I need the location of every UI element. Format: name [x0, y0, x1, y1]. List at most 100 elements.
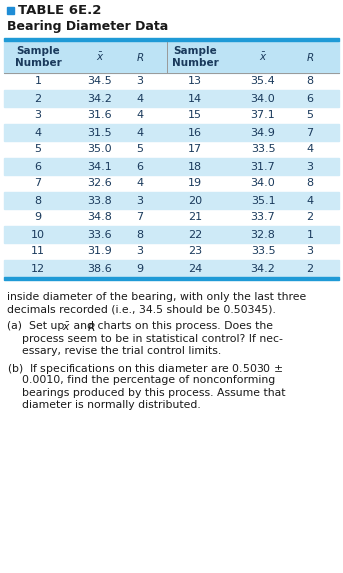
- Text: Sample
Number: Sample Number: [172, 46, 218, 68]
- Text: 33.7: 33.7: [251, 213, 275, 222]
- Text: 23: 23: [188, 246, 202, 257]
- Text: 4: 4: [137, 179, 144, 189]
- Text: 5: 5: [35, 144, 42, 155]
- Text: 33.8: 33.8: [87, 195, 113, 206]
- Text: 31.5: 31.5: [88, 128, 112, 138]
- Text: 5: 5: [307, 111, 314, 120]
- Text: 3: 3: [137, 195, 143, 206]
- Bar: [4, 38, 339, 41]
- Text: 8: 8: [137, 230, 144, 240]
- Bar: [4, 90, 339, 107]
- Text: (a)  Set up: (a) Set up: [7, 321, 68, 331]
- Text: $R$: $R$: [87, 321, 96, 333]
- Text: essary, revise the trial control limits.: essary, revise the trial control limits.: [22, 346, 221, 356]
- Text: 6: 6: [35, 162, 42, 171]
- Text: 11: 11: [31, 246, 45, 257]
- Text: 34.0: 34.0: [251, 93, 275, 104]
- Text: TABLE 6E.2: TABLE 6E.2: [18, 4, 102, 17]
- Text: 31.6: 31.6: [88, 111, 112, 120]
- Bar: [4, 124, 339, 141]
- Text: 13: 13: [188, 77, 202, 87]
- Text: 3: 3: [35, 111, 42, 120]
- Text: 6: 6: [137, 162, 143, 171]
- Text: 22: 22: [188, 230, 202, 240]
- Text: 21: 21: [188, 213, 202, 222]
- Text: 34.9: 34.9: [251, 128, 275, 138]
- Text: 32.6: 32.6: [87, 179, 113, 189]
- Text: 37.1: 37.1: [251, 111, 275, 120]
- Text: 7: 7: [137, 213, 144, 222]
- Text: diameter is normally distributed.: diameter is normally distributed.: [22, 400, 201, 410]
- Text: 3: 3: [307, 162, 314, 171]
- Text: 10: 10: [31, 230, 45, 240]
- Text: 35.1: 35.1: [251, 195, 275, 206]
- Text: 19: 19: [188, 179, 202, 189]
- Text: Sample
Number: Sample Number: [15, 46, 61, 68]
- Text: inside diameter of the bearing, with only the last three: inside diameter of the bearing, with onl…: [7, 292, 306, 302]
- Text: 6: 6: [307, 93, 314, 104]
- Text: 33.5: 33.5: [251, 246, 275, 257]
- Text: decimals recorded (i.e., 34.5 should be 0.50345).: decimals recorded (i.e., 34.5 should be …: [7, 304, 276, 315]
- Text: 20: 20: [188, 195, 202, 206]
- Text: 3: 3: [137, 246, 143, 257]
- Text: 34.2: 34.2: [251, 264, 275, 273]
- Text: 7: 7: [34, 179, 42, 189]
- Text: $\bar{x}$: $\bar{x}$: [62, 321, 71, 333]
- Text: 35.0: 35.0: [88, 144, 112, 155]
- Text: and: and: [70, 321, 97, 331]
- Bar: [4, 192, 339, 209]
- Text: 3: 3: [137, 77, 143, 87]
- Text: $\bar{x}$: $\bar{x}$: [259, 51, 267, 63]
- Text: 14: 14: [188, 93, 202, 104]
- Text: 4: 4: [306, 195, 314, 206]
- Text: 1: 1: [307, 230, 314, 240]
- Text: 34.5: 34.5: [87, 77, 113, 87]
- Text: 31.9: 31.9: [87, 246, 113, 257]
- Text: 17: 17: [188, 144, 202, 155]
- Text: 16: 16: [188, 128, 202, 138]
- Text: 0.0010, find the percentage of nonconforming: 0.0010, find the percentage of nonconfor…: [22, 375, 275, 385]
- Text: 34.1: 34.1: [87, 162, 113, 171]
- Text: 3: 3: [307, 246, 314, 257]
- Text: 32.8: 32.8: [251, 230, 275, 240]
- Text: 5: 5: [137, 144, 143, 155]
- Text: 8: 8: [306, 77, 314, 87]
- Text: 8: 8: [34, 195, 42, 206]
- Text: $R$: $R$: [306, 51, 314, 63]
- Text: 33.5: 33.5: [251, 144, 275, 155]
- Text: 2: 2: [306, 264, 314, 273]
- Text: 34.8: 34.8: [87, 213, 113, 222]
- Bar: [4, 41, 339, 73]
- Text: 9: 9: [137, 264, 144, 273]
- Text: 4: 4: [34, 128, 42, 138]
- Bar: [4, 226, 339, 243]
- Text: 24: 24: [188, 264, 202, 273]
- Text: 18: 18: [188, 162, 202, 171]
- Text: Bearing Diameter Data: Bearing Diameter Data: [7, 20, 168, 33]
- Text: 15: 15: [188, 111, 202, 120]
- Text: 2: 2: [306, 213, 314, 222]
- Text: 4: 4: [306, 144, 314, 155]
- Text: 4: 4: [137, 128, 144, 138]
- Text: bearings produced by this process. Assume that: bearings produced by this process. Assum…: [22, 387, 285, 398]
- Text: 2: 2: [34, 93, 42, 104]
- Text: 9: 9: [34, 213, 42, 222]
- Text: 35.4: 35.4: [251, 77, 275, 87]
- Bar: [4, 158, 339, 175]
- Text: 1: 1: [35, 77, 42, 87]
- Text: 8: 8: [306, 179, 314, 189]
- Text: charts on this process. Does the: charts on this process. Does the: [94, 321, 273, 331]
- Text: 7: 7: [306, 128, 314, 138]
- Bar: [7, 7, 14, 14]
- Text: $\bar{x}$: $\bar{x}$: [96, 51, 104, 63]
- Text: 31.7: 31.7: [251, 162, 275, 171]
- Text: 34.0: 34.0: [251, 179, 275, 189]
- Text: 33.6: 33.6: [88, 230, 112, 240]
- Text: 12: 12: [31, 264, 45, 273]
- Bar: [4, 277, 339, 280]
- Bar: [4, 260, 339, 277]
- Text: 4: 4: [137, 111, 144, 120]
- Text: process seem to be in statistical control? If nec-: process seem to be in statistical contro…: [22, 333, 283, 343]
- Text: 34.2: 34.2: [87, 93, 113, 104]
- Text: (b)  If specifications on this diameter are 0.5030 $\pm$: (b) If specifications on this diameter a…: [7, 363, 283, 376]
